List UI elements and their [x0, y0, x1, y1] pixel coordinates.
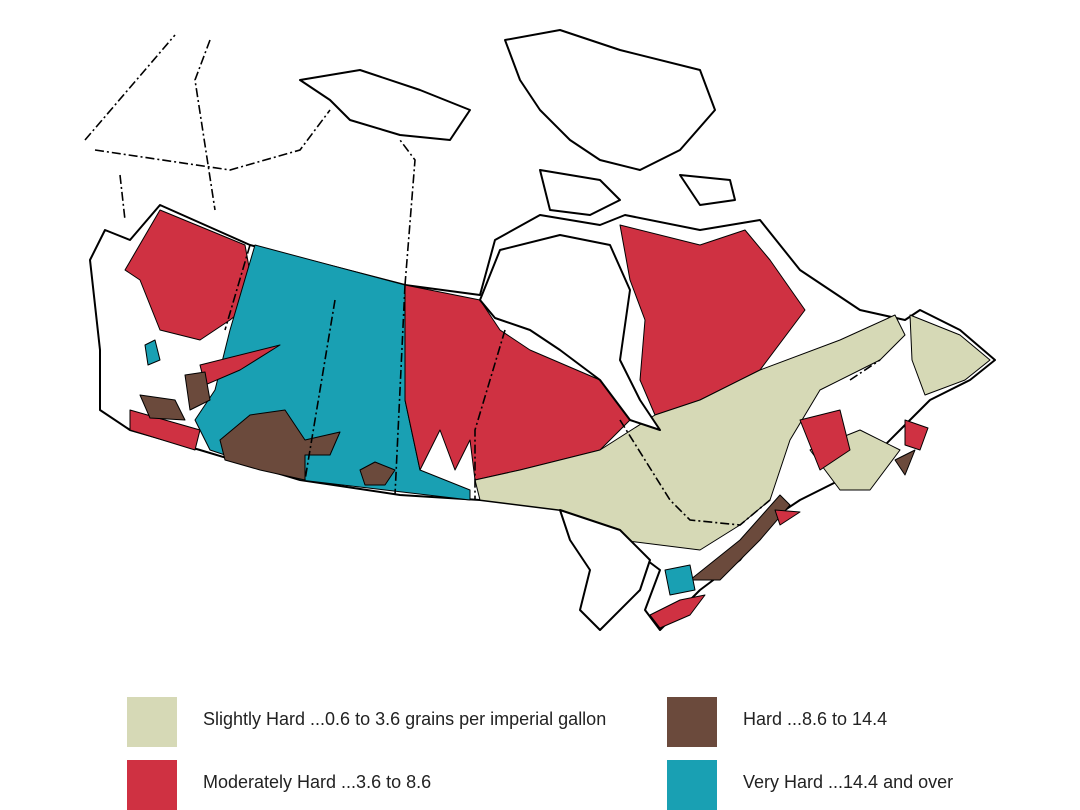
map-region [184, 371, 211, 411]
legend-swatch [127, 760, 177, 810]
map-region [139, 394, 186, 421]
great-lakes [559, 509, 651, 631]
map-region [799, 409, 851, 471]
map-region [124, 209, 256, 341]
map-region [909, 314, 991, 396]
legend-swatch [667, 760, 717, 810]
legend-swatch [667, 697, 717, 747]
map-region [129, 409, 201, 451]
map-region [359, 461, 396, 486]
map-region [219, 409, 341, 481]
legend-label: Hard ...8.6 to 14.4 [743, 709, 887, 729]
map-region [144, 339, 161, 366]
legend-swatch [127, 697, 177, 747]
island [299, 69, 471, 141]
map [84, 29, 996, 631]
map-region [774, 509, 801, 526]
map-region [649, 594, 706, 629]
map-region [689, 494, 791, 581]
map-region [904, 419, 929, 451]
island [504, 29, 716, 171]
legend: Slightly Hard ...0.6 to 3.6 grains per i… [127, 697, 953, 810]
map-region [664, 564, 696, 596]
map-region [894, 449, 916, 476]
island [539, 169, 621, 216]
hudson-bay [479, 234, 661, 431]
island [679, 174, 736, 206]
legend-label: Slightly Hard ...0.6 to 3.6 grains per i… [203, 709, 606, 729]
legend-label: Very Hard ...14.4 and over [743, 772, 953, 792]
border [84, 34, 881, 526]
legend-label: Moderately Hard ...3.6 to 8.6 [203, 772, 431, 792]
